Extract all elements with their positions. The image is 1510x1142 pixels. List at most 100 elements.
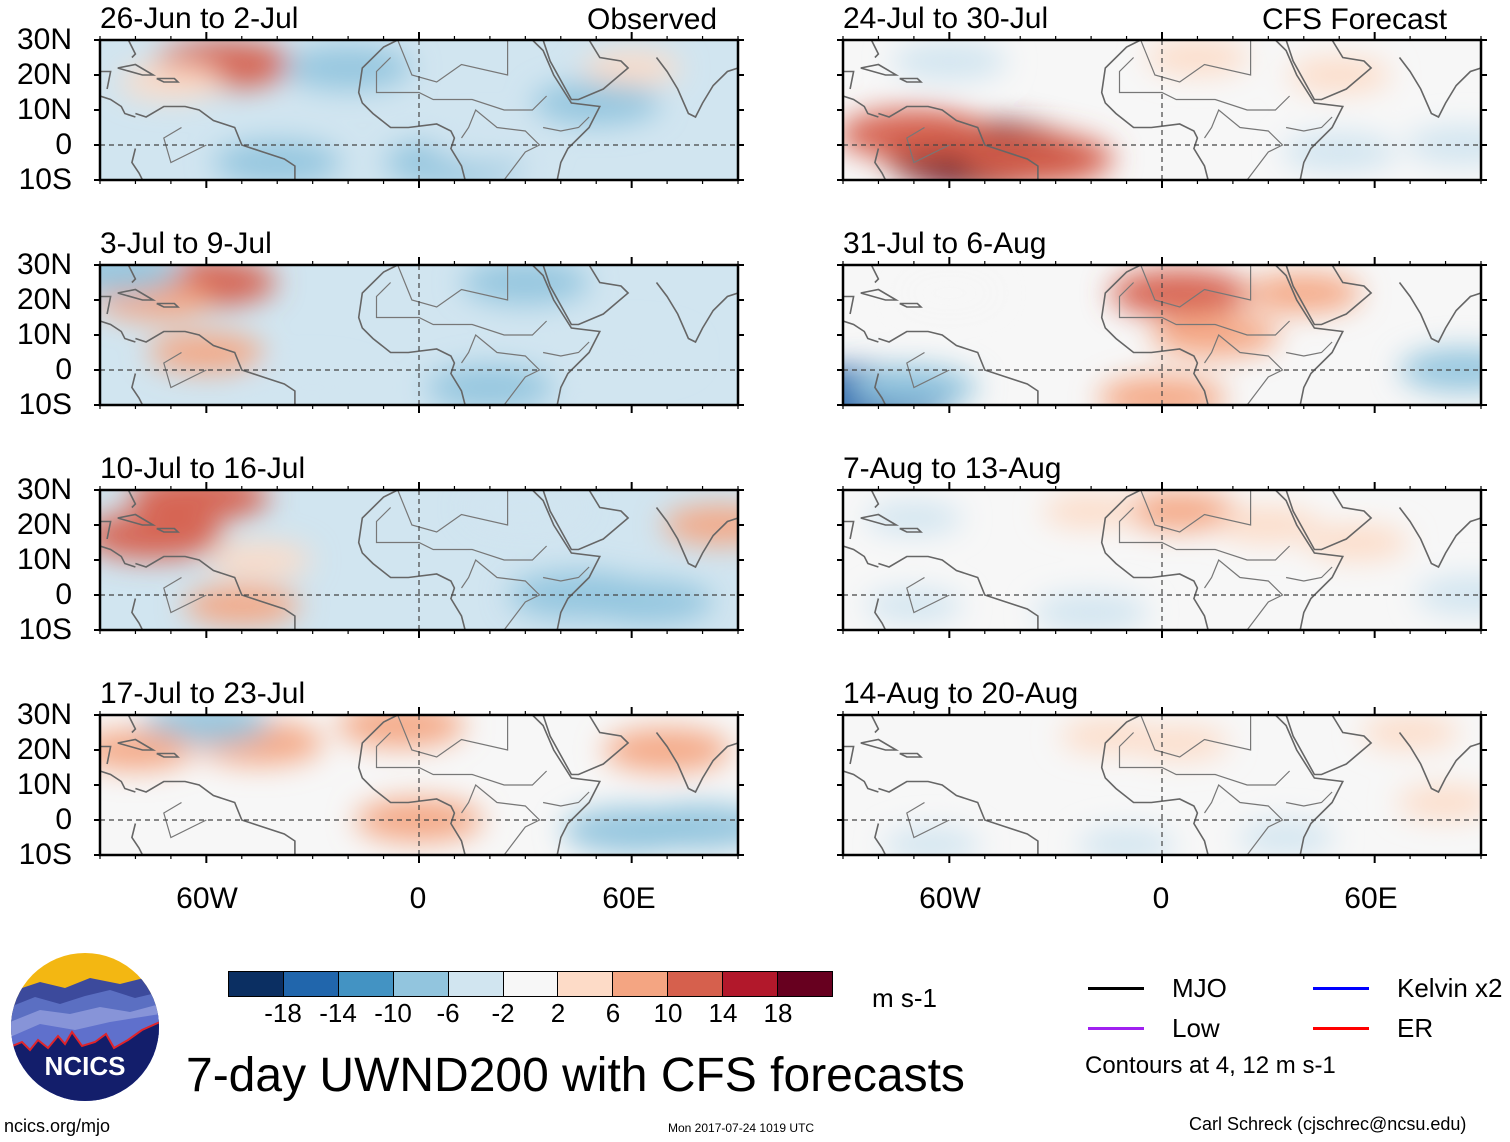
coastline bbox=[874, 148, 887, 180]
coastline bbox=[843, 295, 855, 315]
forecast-label: CFS Forecast bbox=[1262, 3, 1448, 36]
country-border bbox=[1140, 40, 1252, 83]
country-border bbox=[1285, 116, 1333, 132]
country-border bbox=[397, 265, 509, 308]
colorbar-swatch bbox=[612, 972, 668, 996]
coastline bbox=[156, 77, 180, 83]
coastline bbox=[1274, 490, 1345, 630]
anomaly-region bbox=[1145, 40, 1250, 76]
country-border bbox=[1118, 732, 1291, 786]
map-panel-7 bbox=[837, 482, 1487, 638]
colorbar-swatch bbox=[447, 972, 503, 996]
contour-note: Contours at 4, 12 m s-1 bbox=[1085, 1052, 1336, 1079]
coastline bbox=[655, 507, 738, 569]
colorbar-tick-label: -6 bbox=[436, 998, 460, 1028]
map-panel-1 bbox=[94, 32, 744, 188]
anomaly-region bbox=[532, 81, 661, 125]
coastline bbox=[1398, 507, 1481, 569]
y-tick-label: 10N bbox=[16, 768, 72, 801]
anomaly-region bbox=[207, 542, 312, 578]
coastline bbox=[655, 732, 738, 794]
coastline bbox=[860, 288, 900, 301]
coastline bbox=[874, 598, 887, 630]
legend-label: Low bbox=[1172, 1013, 1220, 1043]
coastline bbox=[542, 40, 630, 101]
anomaly-region bbox=[843, 108, 990, 161]
observed-label: Observed bbox=[587, 3, 718, 36]
logo-text: NCICS bbox=[45, 1051, 126, 1081]
y-tick-label: 20N bbox=[16, 283, 72, 316]
coastline bbox=[127, 715, 137, 734]
panel-title: 3-Jul to 9-Jul bbox=[100, 227, 272, 260]
coastline bbox=[100, 295, 112, 315]
x-tick-label-0-left: 0 bbox=[409, 882, 427, 915]
country-border bbox=[1285, 566, 1333, 582]
coastline bbox=[843, 745, 855, 765]
anomaly-region bbox=[864, 501, 963, 535]
coastline bbox=[874, 373, 887, 405]
y-tick-label: 20N bbox=[16, 733, 72, 766]
footer-url[interactable]: ncics.org/mjo bbox=[4, 1116, 111, 1136]
country-border bbox=[906, 351, 950, 389]
coastline bbox=[531, 490, 602, 630]
anomaly-region bbox=[864, 588, 963, 623]
coastline bbox=[131, 598, 144, 630]
coastline bbox=[870, 265, 880, 284]
anomaly-region bbox=[1216, 507, 1321, 543]
anomaly-region bbox=[100, 511, 224, 560]
anomaly-region bbox=[254, 367, 371, 405]
anomaly-region bbox=[1245, 273, 1362, 313]
anomaly-region bbox=[284, 46, 413, 90]
country-border bbox=[1204, 334, 1284, 405]
coastline bbox=[531, 40, 602, 180]
coastline bbox=[899, 77, 923, 83]
coastline bbox=[542, 715, 630, 776]
colorbar-swatch bbox=[282, 972, 338, 996]
country-border bbox=[1285, 791, 1333, 807]
anomaly-region bbox=[213, 140, 342, 180]
legend-label: Kelvin x2 bbox=[1397, 973, 1503, 1003]
map-panel-8 bbox=[837, 707, 1487, 863]
anomaly-region bbox=[337, 715, 466, 748]
country-border bbox=[1118, 282, 1291, 336]
country-border bbox=[375, 732, 548, 786]
legend-line-kelvin-x2 bbox=[1313, 987, 1369, 990]
map-panel-4 bbox=[94, 707, 744, 863]
coastline bbox=[156, 527, 180, 533]
coastline bbox=[156, 302, 180, 308]
country-border bbox=[163, 351, 207, 389]
legend-line-low bbox=[1088, 1027, 1144, 1030]
coastline bbox=[357, 490, 466, 630]
y-tick-label: 20N bbox=[16, 508, 72, 541]
coastline bbox=[870, 40, 880, 59]
coastline bbox=[542, 265, 630, 326]
coastline bbox=[100, 70, 112, 90]
coastline bbox=[1398, 732, 1481, 794]
country-border bbox=[461, 334, 541, 405]
country-border bbox=[461, 109, 541, 180]
coastline bbox=[843, 770, 879, 793]
coastline bbox=[357, 40, 466, 180]
y-tick-label: 10S bbox=[18, 838, 72, 871]
panel-title: 14-Aug to 20-Aug bbox=[843, 677, 1079, 710]
coastline bbox=[100, 770, 136, 793]
anomaly-region bbox=[183, 585, 300, 626]
coastline bbox=[542, 490, 630, 551]
coastline bbox=[156, 752, 180, 758]
colorbar-swatch bbox=[777, 972, 832, 996]
panel-title: 17-Jul to 23-Jul bbox=[100, 677, 306, 710]
coastline bbox=[860, 513, 900, 526]
coastline bbox=[1274, 715, 1345, 855]
coastline bbox=[843, 545, 879, 568]
coastline bbox=[127, 265, 137, 284]
y-tick-label: 20N bbox=[16, 58, 72, 91]
colorbar-tick-label: 6 bbox=[605, 998, 621, 1028]
anomaly-region bbox=[882, 827, 981, 855]
coastline bbox=[135, 780, 296, 855]
anomaly-region bbox=[1287, 57, 1392, 93]
coastline bbox=[655, 282, 738, 344]
country-border bbox=[1140, 265, 1252, 308]
country-border bbox=[163, 576, 207, 614]
colorbar-swatch bbox=[392, 972, 448, 996]
anomaly-region bbox=[603, 728, 732, 772]
